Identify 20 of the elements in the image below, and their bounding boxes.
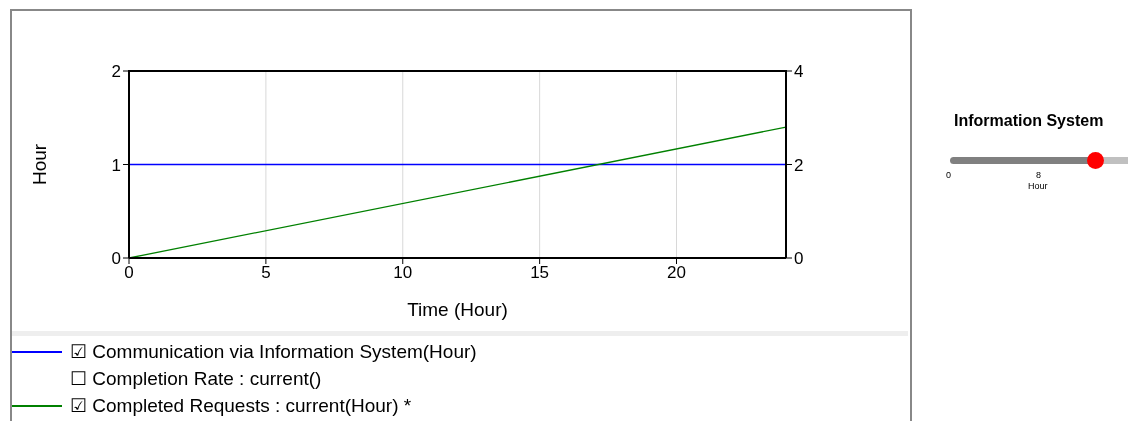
legend-label: ☑ Communication via Information System(Hour) [70, 340, 477, 363]
text: 8 [1036, 170, 1042, 180]
text: ☐ Completion Rate : current() [70, 367, 322, 390]
y-tick-label: 2 [111, 62, 121, 82]
y-axis-title: Hour [28, 143, 50, 186]
x-tick-label: 0 [124, 263, 134, 283]
y-tick-label: 1 [111, 155, 121, 175]
legend-label: ☑ Completed Requests : current(Hour) * [70, 394, 412, 417]
x-tick-label: 5 [261, 263, 271, 283]
y-tick-label: 0 [111, 249, 121, 269]
text: 0 [946, 170, 952, 180]
x-tick-label: 15 [530, 263, 550, 283]
x-tick-label: 20 [667, 263, 686, 283]
y2-tick-label: 0 [794, 249, 804, 269]
x-tick-label: 10 [393, 263, 413, 283]
text: Hour [1028, 181, 1048, 191]
text: Information System [954, 112, 1105, 130]
x-axis-title: Time (Hour) [407, 299, 508, 320]
y2-tick-label: 2 [794, 155, 804, 175]
y2-tick-label: 4 [794, 62, 804, 82]
